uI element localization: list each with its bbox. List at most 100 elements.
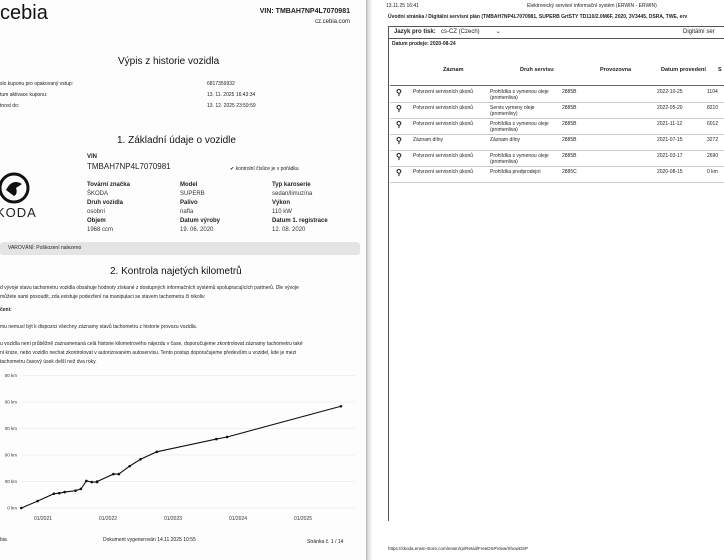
data-point bbox=[117, 472, 121, 476]
checksum-ok: ✔ kontrolní číslice je v pořádku bbox=[230, 166, 299, 173]
field-label: Výkon bbox=[272, 200, 291, 206]
search-icon[interactable]: ⚲ bbox=[396, 88, 402, 97]
sale-date: Datum prodeje: 2020-08-24 bbox=[392, 41, 456, 47]
search-icon[interactable]: ⚲ bbox=[396, 104, 402, 113]
data-point bbox=[95, 480, 99, 483]
col-header-date: Datum provedení bbox=[661, 67, 706, 73]
vin-label: VIN bbox=[87, 154, 98, 160]
y-tick-label: 00 km bbox=[5, 453, 18, 458]
cell: 2022-10-25 bbox=[657, 89, 683, 95]
cell: Potvrzení servisních úkonů bbox=[413, 89, 474, 95]
cell: 2021-11-12 bbox=[657, 121, 683, 127]
damage-warning: VAROVÁNÍ: Poškození nalezeno bbox=[0, 242, 360, 255]
validity-label: tnost do: bbox=[0, 103, 20, 109]
footer-generated: Dokument vygenerován 14.11.2025 10:55 bbox=[103, 537, 196, 543]
search-icon[interactable]: ⚲ bbox=[396, 168, 402, 177]
table-row: ⚲ Záznam dílny Záznam dílny 2885B 2021-07-15… bbox=[390, 135, 724, 151]
y-tick-label: 00 km bbox=[5, 373, 18, 378]
col-header-record: Záznam bbox=[443, 67, 464, 73]
section1-title: 1. Základní údaje o vozidle bbox=[117, 135, 236, 146]
cell: 2885B bbox=[562, 153, 577, 159]
cell: 2021-07-15 bbox=[657, 137, 683, 143]
search-icon[interactable]: ⚲ bbox=[396, 136, 402, 145]
coupon-label: slo kuponu pro opakovaný vstup: bbox=[0, 81, 74, 87]
cell: 2885B bbox=[562, 89, 577, 95]
data-point bbox=[139, 457, 142, 461]
checksum-text: kontrolní číslice je v pořádku bbox=[235, 166, 299, 172]
cell: Potvrzení servisních úkonů bbox=[413, 105, 474, 111]
cell: Potvrzení servisních úkonů bbox=[413, 169, 474, 175]
x-tick-label: 01/2023 bbox=[164, 516, 182, 522]
cell: Prohlídka s vymenou oleje (promenliva) bbox=[490, 121, 549, 133]
table-row: ⚲ Potvrzení servisních úkonů Prohlídka s v… bbox=[390, 119, 724, 135]
data-point bbox=[36, 499, 39, 503]
cell: 2885C bbox=[562, 169, 577, 175]
cebia-logo: cebia bbox=[0, 2, 48, 24]
table-row: ⚲ Potvrzení servisních úkonů Servis vymeny… bbox=[390, 103, 724, 119]
header-site: cz.cebia.com bbox=[314, 19, 350, 25]
check-icon: ✔ bbox=[230, 166, 236, 172]
header-vin: VIN: TMBAH7NP4L7070981 bbox=[259, 8, 350, 15]
cell: 1104 bbox=[707, 89, 718, 95]
mileage-line bbox=[21, 405, 342, 509]
cell: 2690 bbox=[707, 153, 719, 159]
field-value: 1968 ccm bbox=[87, 227, 114, 233]
cell: 2885B bbox=[562, 105, 577, 111]
data-point bbox=[112, 472, 115, 476]
search-icon[interactable]: ⚲ bbox=[396, 120, 402, 129]
data-point bbox=[215, 437, 218, 441]
cell: 2885B bbox=[562, 121, 577, 127]
paragraph: můžete sami posoudit, zda existuje podez… bbox=[0, 294, 206, 300]
data-point bbox=[20, 506, 23, 510]
field-label: Tovární značka bbox=[87, 182, 130, 188]
field-value: sedan/limuzína bbox=[272, 191, 313, 197]
y-tick-label: 00 km bbox=[5, 426, 18, 431]
y-tick-label: 0 km bbox=[7, 506, 17, 511]
y-tick-label: 00 km bbox=[5, 479, 18, 484]
data-point bbox=[63, 490, 66, 494]
field-label: Model bbox=[180, 182, 198, 188]
x-tick-label: 01/2022 bbox=[99, 516, 117, 522]
data-point bbox=[128, 464, 131, 468]
coupon-value: 6817359932 bbox=[207, 81, 235, 87]
data-point bbox=[52, 492, 56, 495]
cell: Prohlídka predprodejní bbox=[490, 169, 541, 175]
print-timestamp: 13.11.25 16:41 bbox=[386, 3, 419, 9]
table-row: ⚲ Potvrzení servisních úkonů Prohlídka pre… bbox=[390, 167, 724, 183]
col-header-workshop: Provozovna bbox=[600, 67, 632, 73]
cell: 2022-05-20 bbox=[657, 105, 683, 111]
field-label: Datum výroby bbox=[180, 218, 221, 224]
paragraph: tachometru časový úsek delší než dva rok… bbox=[0, 359, 97, 365]
paragraph: ní knize, nebo vozidlo nechat zkontrolov… bbox=[0, 350, 297, 356]
page-number: Stránka č. 1 / 14 bbox=[307, 539, 344, 545]
activation-label: tum aktivace kuponu: bbox=[0, 92, 48, 98]
cell: 2020-08-15 bbox=[657, 169, 683, 175]
breadcrumb[interactable]: Úvodní stránka / Digitální servisní plán… bbox=[388, 14, 688, 20]
x-tick-label: 01/2024 bbox=[229, 516, 247, 522]
validity-value: 13. 12. 2025 23:59:59 bbox=[207, 103, 256, 109]
footer-brand: bia bbox=[0, 537, 7, 543]
footer-url: https://skoda.erwin-store.com/erwin/rp/R… bbox=[388, 546, 528, 551]
language-value: cs-CZ (Czech) bbox=[441, 29, 480, 35]
digital-plan-label: Digitální ser bbox=[683, 29, 715, 35]
skoda-logo-text: KODA bbox=[0, 205, 37, 220]
data-point bbox=[155, 450, 159, 454]
search-icon[interactable]: ⚲ bbox=[396, 152, 402, 161]
table-header-line bbox=[390, 85, 724, 86]
data-point bbox=[57, 491, 61, 495]
paragraph: d vývoje stavu tachometru vozidla obsahu… bbox=[0, 285, 299, 291]
data-point bbox=[79, 487, 83, 491]
language-label: Jazyk pro tisk: bbox=[394, 29, 436, 35]
data-point bbox=[90, 480, 94, 484]
paragraph: mu nemusí být k dispozici všechny záznam… bbox=[0, 324, 198, 330]
cell: 3272 bbox=[707, 137, 719, 143]
language-select[interactable]: cs-CZ (Czech) ⌄ bbox=[441, 29, 501, 36]
data-point bbox=[339, 404, 343, 408]
field-value: 19. 06. 2020 bbox=[180, 227, 214, 233]
cell: 0 km bbox=[707, 169, 718, 175]
table-row: ⚲ Potvrzení servisních úkonů Prohlídka s v… bbox=[390, 151, 724, 167]
cell: Prohlídka s vymenou oleje (promenliva) bbox=[490, 153, 549, 165]
field-label: Typ karoserie bbox=[272, 182, 311, 188]
erwin-service-page: 13.11.25 16:41 Elektronický servisní inf… bbox=[372, 0, 724, 560]
skoda-logo-icon bbox=[0, 172, 30, 204]
